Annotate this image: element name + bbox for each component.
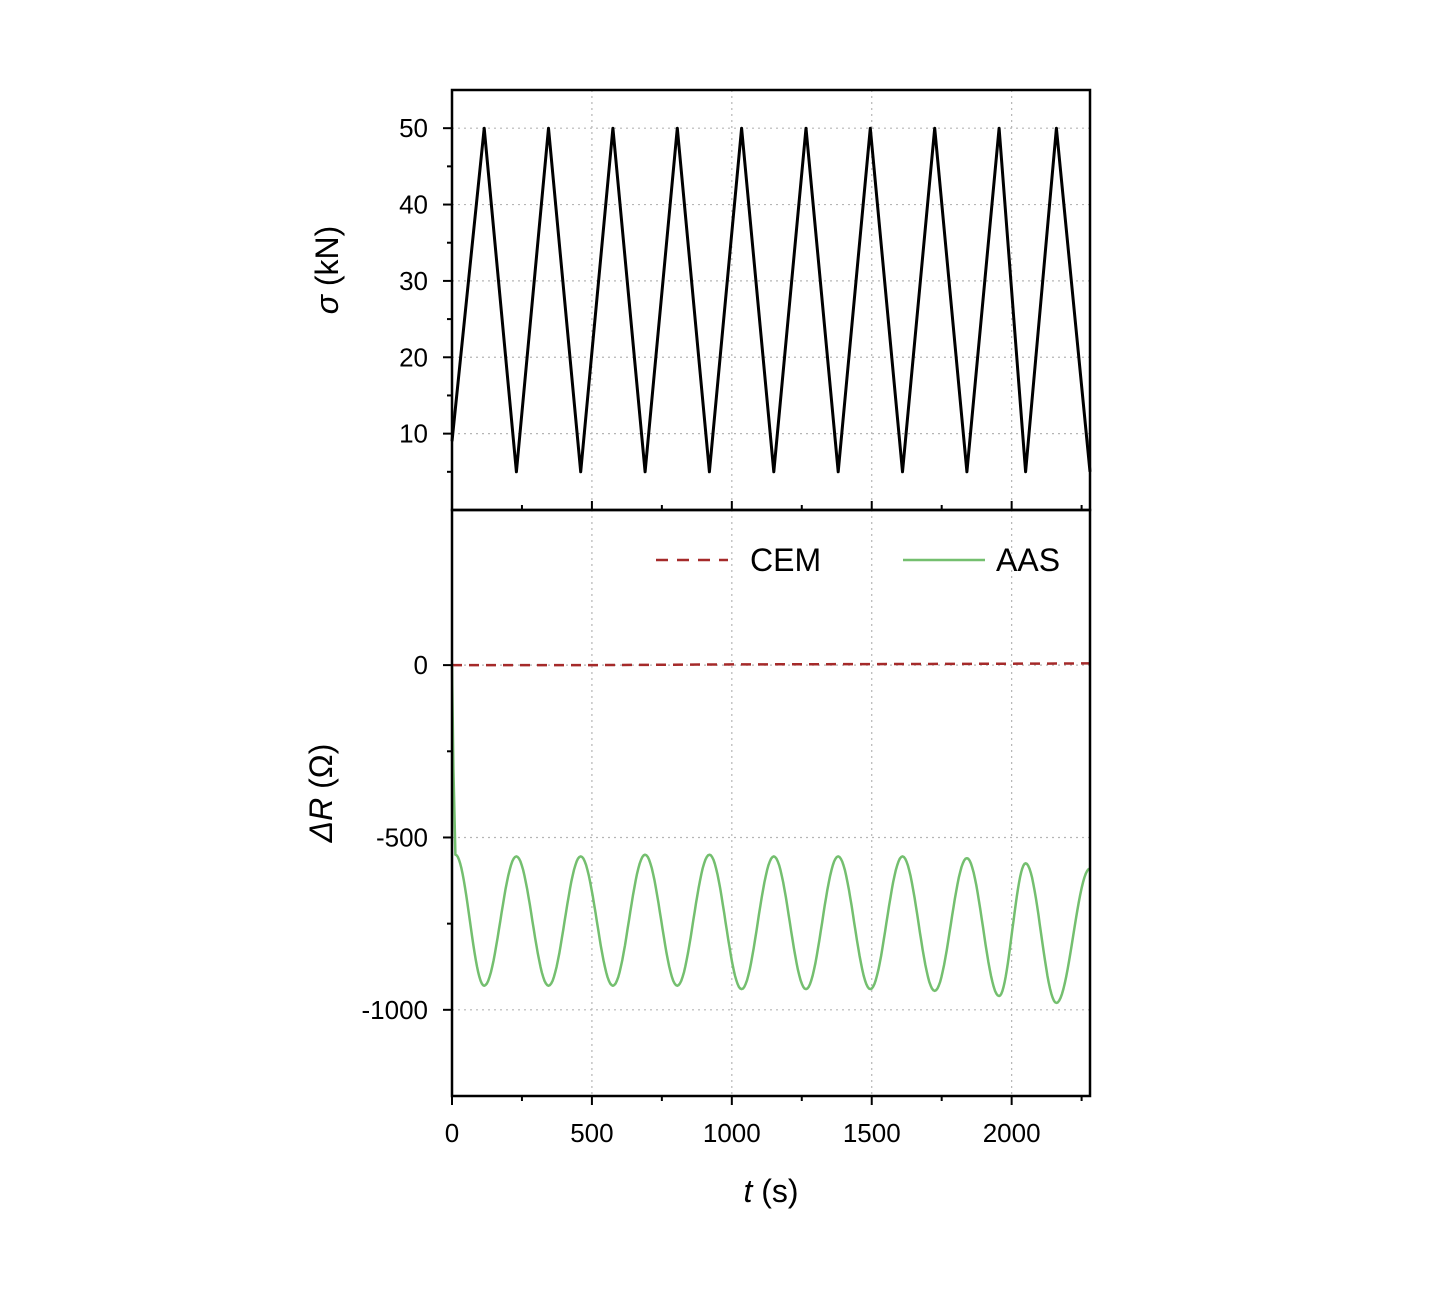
top-y-axis-title: σ (kN) [309,226,345,315]
top-y-tick-label: 20 [399,342,428,372]
bottom-y-tick-label: 0 [414,650,428,680]
bottom-y-tick-label: -500 [376,822,428,852]
bottom-grid [452,510,1090,1096]
legend: CEM AAS [656,542,1060,578]
bottom-x-tick-label: 500 [570,1118,613,1148]
legend-aas-label: AAS [996,542,1060,578]
top-series-line-line [450,126,1092,474]
top-y-tick-label: 30 [399,266,428,296]
bottom-ticks: -1000 -500 0 0 500 1000 1500 2000 [362,650,1083,1148]
bottom-x-tick-label: 1000 [703,1118,761,1148]
top-series [450,126,1092,474]
legend-cem-label: CEM [750,542,821,578]
top-y-tick-label: 40 [399,190,428,220]
bottom-plot-frame [450,508,1092,1098]
top-y-tick-label: 50 [399,113,428,143]
bottom-x-tick-label: 2000 [983,1118,1041,1148]
top-ticks: 10 20 30 40 50 [399,113,1083,510]
bottom-series-aas-line [450,665,1091,1005]
bottom-x-tick-label: 1500 [843,1118,901,1148]
bottom-y-axis-title: ΔR (Ω) [303,744,339,844]
bottom-series-cem-line [452,662,1091,667]
bottom-series [450,662,1091,1005]
x-axis-title: t (s) [743,1173,798,1209]
top-panel: 10 20 30 40 50 σ (kN) [309,88,1092,512]
bottom-x-tick-label: 0 [445,1118,459,1148]
top-y-tick-label: 10 [399,419,428,449]
bottom-y-tick-label: -1000 [362,995,429,1025]
